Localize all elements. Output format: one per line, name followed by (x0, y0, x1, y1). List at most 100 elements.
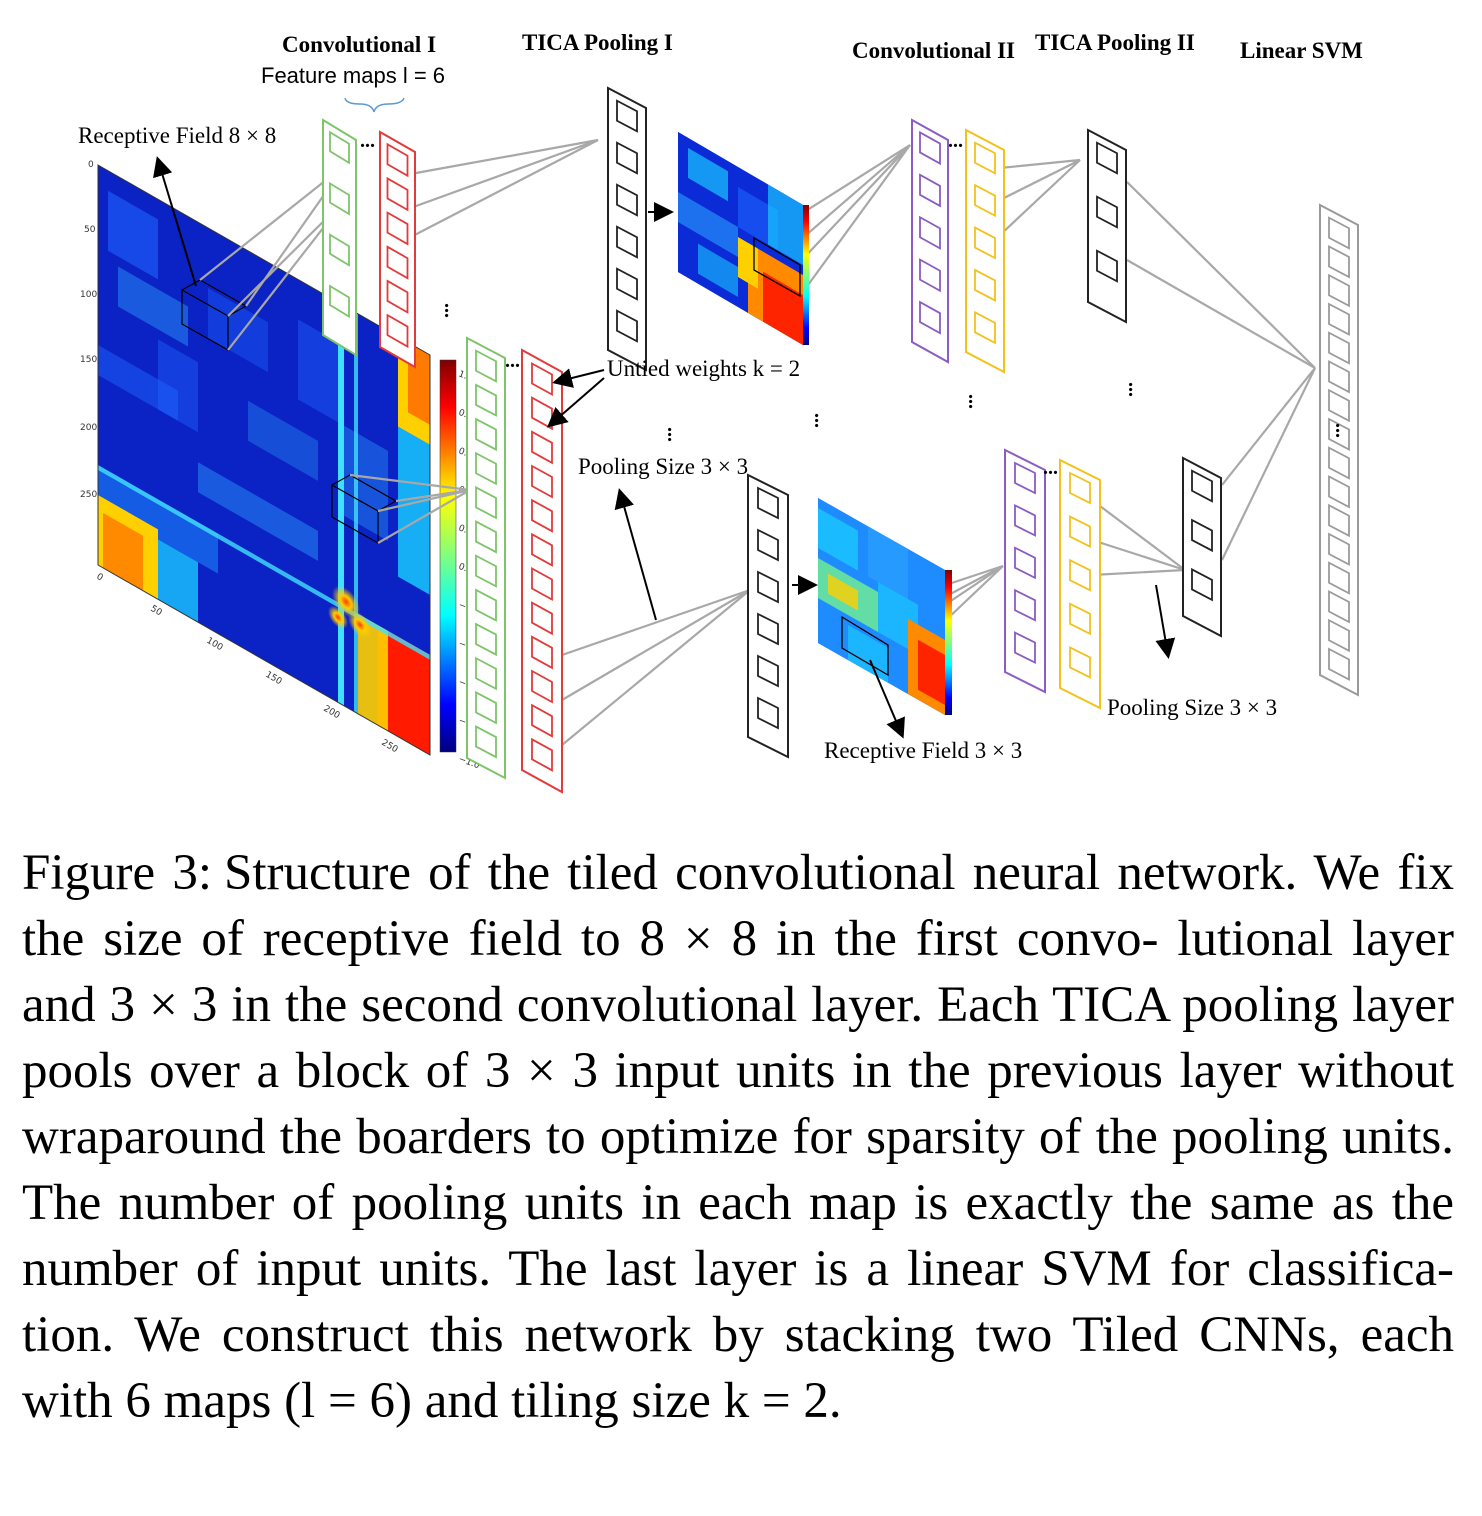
heatmap-ytick: 150 (80, 355, 97, 365)
layer-unit (974, 141, 996, 175)
layer-unit (475, 656, 497, 691)
layer-unit (1328, 589, 1350, 624)
layer-unit (757, 696, 779, 730)
conv2-map-a-top (911, 118, 949, 364)
layer-unit (475, 520, 497, 554)
layer-unit (1014, 503, 1036, 537)
layer-unit (1328, 302, 1350, 337)
layer-unit (616, 99, 638, 133)
layer-unit (616, 141, 638, 175)
layer-unit (1328, 417, 1350, 452)
heatmap-xtick: 100 (205, 636, 225, 653)
layer-unit (475, 725, 497, 759)
caption-label: Figure 3: (22, 845, 213, 901)
layer-unit (1328, 561, 1350, 595)
ellipsis: ... (663, 427, 685, 442)
layer-unit (974, 310, 996, 345)
heatmap-xtick: 150 (264, 670, 284, 687)
layer-unit (329, 181, 350, 216)
layer-unit (1069, 645, 1091, 679)
conv2-map-b-top (965, 128, 1005, 374)
layer-unit (1328, 647, 1350, 682)
conv2-map-a-bottom (1004, 448, 1046, 694)
layer-unit (1328, 244, 1350, 279)
layer-unit (531, 498, 553, 533)
layer-unit (1328, 446, 1350, 480)
layer-unit (616, 183, 638, 217)
layer-unit (616, 309, 638, 343)
layer-unit (757, 612, 779, 646)
layer-unit (386, 176, 409, 212)
layer-unit (757, 486, 779, 520)
heatmap-xtick: 250 (380, 738, 400, 755)
network-diagram: Convolutional I TICA Pooling I Convoluti… (78, 30, 1363, 794)
title-svm: Linear SVM (1240, 38, 1363, 63)
label-pooling-size-2: Pooling Size 3 × 3 (1107, 695, 1277, 720)
layer-unit (531, 635, 553, 670)
layer-unit (475, 622, 497, 657)
heatmap-ytick: 100 (80, 290, 97, 300)
layer-unit (1328, 331, 1350, 365)
ellipsis: ... (1124, 382, 1146, 397)
annotation-arrows (153, 156, 1176, 739)
layer-unit (329, 233, 350, 267)
layer-unit (329, 284, 350, 319)
layer-unit (757, 528, 779, 562)
pool1-bottom (747, 473, 789, 759)
layer-unit (1328, 359, 1350, 394)
receptive-field-box-3 (753, 236, 801, 298)
layer-unit (1096, 141, 1118, 175)
layer-unit (974, 268, 996, 302)
layer-unit (475, 690, 497, 725)
layer-unit (475, 417, 497, 452)
layer-unit (919, 173, 941, 208)
layer-unit (919, 215, 941, 250)
layer-unit (616, 267, 638, 301)
layer-unit (1328, 273, 1350, 308)
heatmap-ytick: 50 (84, 225, 96, 235)
layer-unit (757, 570, 779, 604)
heatmap-xtick: 50 (149, 604, 164, 619)
layer-unit (531, 464, 553, 499)
conv1-map-b-bottom (521, 348, 563, 794)
layer-unit (386, 313, 409, 349)
layer-unit (919, 130, 941, 166)
feature-heatmap-2 (818, 498, 952, 716)
layer-unit (329, 130, 350, 165)
layer-unit (1069, 515, 1091, 549)
layer-unit (1096, 249, 1118, 283)
title-conv1: Convolutional I (282, 32, 436, 57)
svm-layer (1319, 203, 1359, 697)
layer-unit (1014, 546, 1036, 580)
layer-unit (1069, 471, 1091, 505)
heatmap-xtick: 0 (95, 572, 105, 584)
layer-unit (531, 430, 553, 465)
label-feature-maps: Feature maps l = 6 (261, 63, 445, 88)
ellipsis: ... (440, 303, 462, 318)
conv2-map-b-bottom (1059, 458, 1101, 710)
layer-unit (974, 183, 996, 218)
ellipsis: ... (948, 130, 963, 152)
ellipsis: ... (810, 413, 832, 428)
label-receptive-field-2: Receptive Field 3 × 3 (824, 738, 1022, 763)
layer-unit (919, 258, 941, 293)
ellipsis: ... (360, 130, 375, 152)
ellipsis: ... (964, 394, 986, 409)
layer-unit (531, 703, 553, 738)
layer-unit (1328, 618, 1350, 653)
layer-unit (974, 226, 996, 260)
layer-unit (475, 554, 497, 588)
layer-unit (531, 396, 553, 431)
layer-unit (531, 361, 553, 397)
conv1-map-a-top (322, 118, 357, 357)
layer-unit (1328, 532, 1350, 567)
layer-unit (475, 451, 497, 486)
layer-unit (386, 211, 409, 246)
title-tica1: TICA Pooling I (522, 30, 673, 55)
label-untied-weights: Untied weights k = 2 (607, 356, 800, 381)
pool2-bottom (1182, 456, 1222, 638)
layer-unit (531, 566, 553, 602)
layer-unit (475, 588, 497, 622)
layer-unit (1069, 558, 1091, 592)
layer-unit (1069, 602, 1091, 636)
